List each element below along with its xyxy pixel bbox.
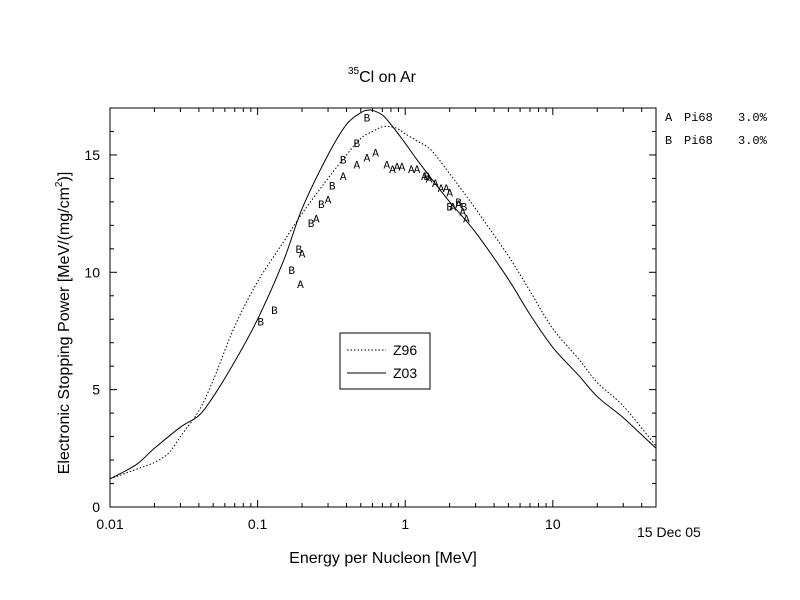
series-curves xyxy=(109,109,657,480)
data-point-b: B xyxy=(329,181,336,193)
y-tick-label: 0 xyxy=(92,499,100,515)
dataset-legend-marker-a: A xyxy=(665,111,673,125)
x-tick-label: 0.1 xyxy=(248,516,268,532)
data-point-a: A xyxy=(340,172,347,184)
data-point-a: A xyxy=(414,165,421,177)
data-point-b: B xyxy=(295,245,302,257)
y-tick-label: 5 xyxy=(92,382,100,398)
axes: 0.01 0.1 1 10 0 5 10 15 xyxy=(84,108,656,532)
chart-title: 35Cl on Ar xyxy=(348,66,417,86)
legend-label-z03: Z03 xyxy=(393,365,417,381)
data-point-b: B xyxy=(364,113,371,125)
data-point-a: A xyxy=(325,196,332,208)
legend-label-z96: Z96 xyxy=(393,342,417,358)
chart-title-isotope-superscript: 35 xyxy=(348,66,360,77)
data-point-a: A xyxy=(443,184,450,196)
data-point-b: B xyxy=(308,219,315,231)
data-point-b: B xyxy=(318,200,325,212)
data-point-a: A xyxy=(426,174,433,186)
data-point-a: A xyxy=(299,250,306,262)
y-tick-label: 10 xyxy=(84,264,100,280)
legend-box xyxy=(339,332,431,390)
dataset-legend-value-b: 3.0% xyxy=(738,134,768,148)
data-point-a: A xyxy=(459,207,466,219)
series-legend: Z96 Z03 xyxy=(339,332,431,390)
plot-frame xyxy=(109,107,657,508)
series-line-z03 xyxy=(109,109,657,480)
data-point-a: A xyxy=(446,188,453,200)
data-point-b: B xyxy=(340,156,347,168)
data-point-a: A xyxy=(372,149,379,161)
data-point-b: B xyxy=(271,306,278,318)
data-point-a: A xyxy=(463,214,470,226)
series-line-z96 xyxy=(109,125,657,480)
y-axis-label-superscript: 2 xyxy=(54,181,65,187)
data-point-b: B xyxy=(354,139,361,151)
x-tick-label: 0.01 xyxy=(96,516,123,532)
x-tick-label: 10 xyxy=(545,516,561,532)
data-point-a: A xyxy=(313,214,320,226)
data-point-a: A xyxy=(354,160,361,172)
data-point-a: A xyxy=(389,165,396,177)
data-point-a: A xyxy=(449,203,456,215)
data-point-b: B xyxy=(257,318,264,330)
y-axis-label: Electronic Stopping Power [MeV/(mg/cm2)] xyxy=(54,172,73,475)
date-stamp: 15 Dec 05 xyxy=(637,524,701,540)
y-tick-label: 15 xyxy=(84,147,100,163)
data-point-a: A xyxy=(399,163,406,175)
dataset-legend-text-a: Pi68 xyxy=(684,111,713,125)
data-point-a: A xyxy=(438,184,445,196)
chart-title-text: Cl on Ar xyxy=(359,69,417,86)
data-point-a: A xyxy=(394,163,401,175)
data-point-a: A xyxy=(297,280,304,292)
data-point-a: A xyxy=(432,179,439,191)
y-axis-label-tail: )] xyxy=(56,172,73,182)
data-point-a: A xyxy=(364,153,371,165)
data-point-a: A xyxy=(421,172,428,184)
data-point-b: B xyxy=(461,203,468,215)
data-point-a: A xyxy=(455,200,462,212)
dataset-legend-marker-b: B xyxy=(665,134,672,148)
data-point-b: B xyxy=(423,172,430,184)
dataset-legend: A Pi68 3.0% B Pi68 3.0% xyxy=(665,111,768,148)
data-point-b: B xyxy=(455,198,462,210)
x-tick-label: 1 xyxy=(401,516,409,532)
data-point-a: A xyxy=(383,160,390,172)
y-axis-label-main: Electronic Stopping Power [MeV/(mg/cm xyxy=(56,187,73,474)
data-point-a: A xyxy=(408,165,415,177)
dataset-legend-text-b: Pi68 xyxy=(684,134,713,148)
dataset-legend-value-a: 3.0% xyxy=(738,111,768,125)
data-point-b: B xyxy=(288,266,295,278)
data-point-b: B xyxy=(446,203,453,215)
x-axis-label: Energy per Nucleon [MeV] xyxy=(289,550,477,567)
